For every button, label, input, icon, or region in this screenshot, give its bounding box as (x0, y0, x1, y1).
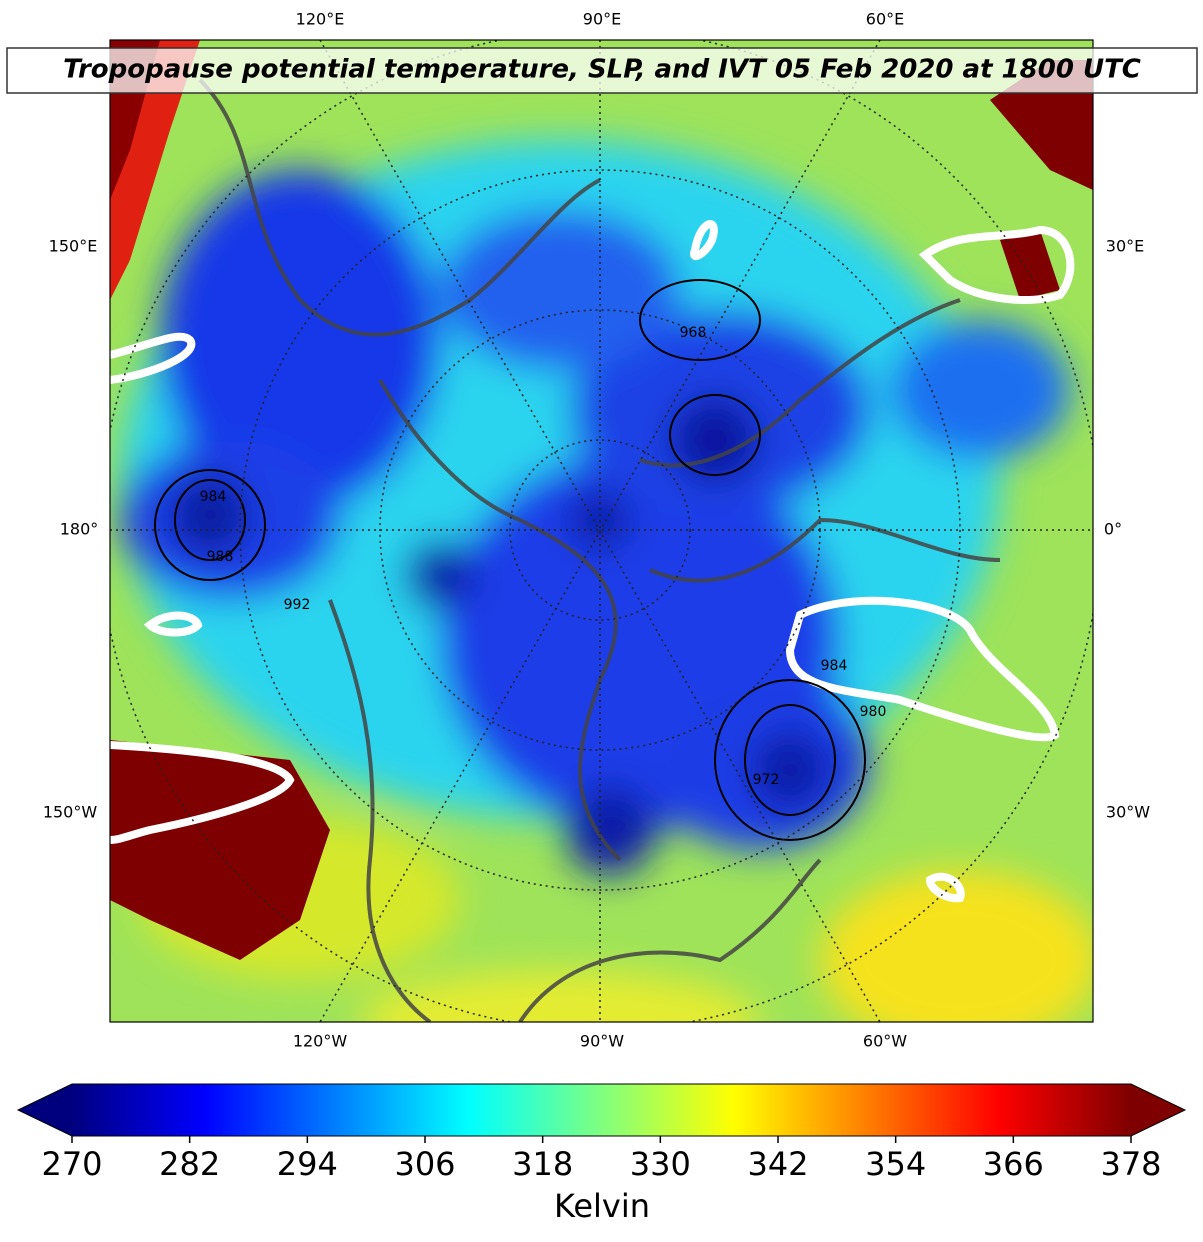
coordinate-label: 90°E (583, 10, 621, 29)
coordinate-label: 60°E (866, 10, 904, 29)
colorbar-tick-label: 366 (983, 1145, 1044, 1183)
colorbar: 270 282 294 306 318 330 342 354 366 378 Kelvin (16, 1083, 1187, 1225)
coordinate-label: 150°W (43, 803, 98, 822)
title-box (6, 47, 1198, 94)
coordinate-label: 60°W (863, 1032, 907, 1051)
coordinate-label: 30°E (1106, 237, 1144, 256)
colorbar-tick-label: 294 (277, 1145, 338, 1183)
colorbar-tick-label: 306 (394, 1145, 455, 1183)
colorbar-tick-label: 330 (630, 1145, 691, 1183)
map-title: Tropopause potential temperature, SLP, a… (63, 55, 1141, 85)
map (110, 40, 1093, 1022)
colorbar-tick-label: 318 (512, 1145, 573, 1183)
coordinate-label: 150°E (49, 237, 98, 256)
coordinate-label: 120°W (293, 1032, 348, 1051)
colorbar-tick-label: 354 (865, 1145, 926, 1183)
slp-contour-label: 992 (284, 597, 311, 613)
coordinate-label: 180° (60, 520, 99, 539)
slp-contour-label: 984 (200, 489, 227, 505)
slp-contour-label: 968 (680, 325, 707, 341)
coordinate-label: 90°W (580, 1032, 624, 1051)
coordinate-label: 120°E (296, 10, 345, 29)
colorbar-tick-label: 378 (1100, 1145, 1161, 1183)
colorbar-tick-label: 270 (41, 1145, 102, 1183)
labels: 120°E 90°E 60°E 120°W 90°W 60°W 150°E 180° 150°W… (43, 10, 1150, 1051)
slp-contour-label: 988 (207, 549, 234, 565)
slp-contour-label: 972 (753, 772, 780, 788)
coordinate-label: 30°W (1106, 803, 1150, 822)
coordinate-label: 0° (1104, 520, 1122, 539)
slp-contour-label: 984 (821, 658, 848, 674)
colorbar-tick-label: 342 (747, 1145, 808, 1183)
colorbar-label: Kelvin (554, 1187, 650, 1225)
colorbar-tick-label: 282 (159, 1145, 220, 1183)
slp-contour-label: 980 (860, 704, 887, 720)
